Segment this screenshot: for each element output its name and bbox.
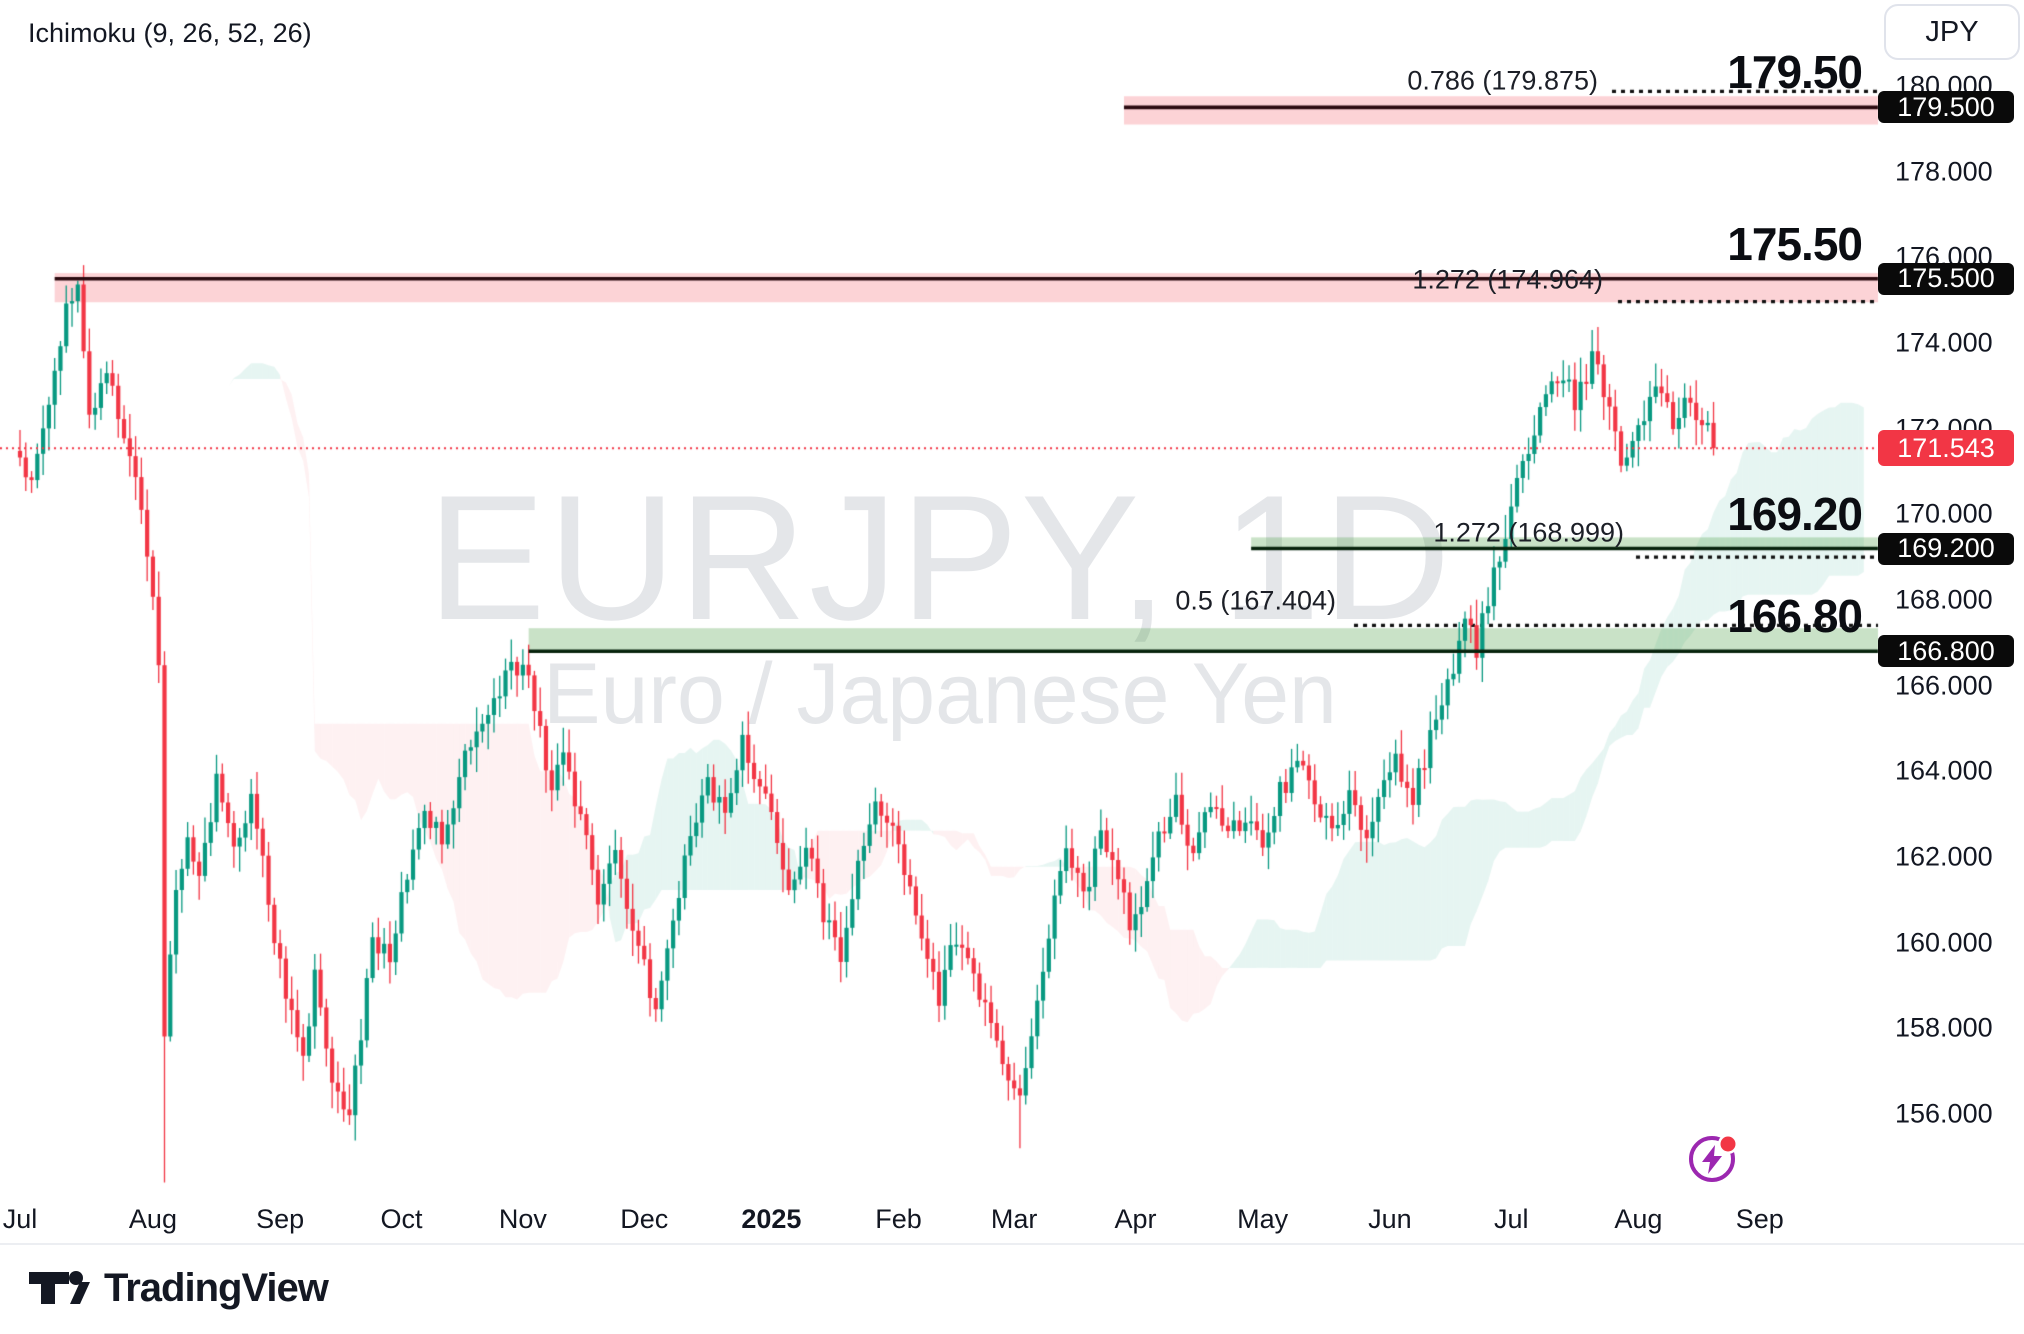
- time-axis-label: Sep: [256, 1204, 305, 1234]
- time-axis-label: Jul: [1493, 1204, 1529, 1234]
- zone-price-badge: 179.500: [1878, 91, 2014, 124]
- price-axis-label: 164.000: [1895, 755, 1993, 786]
- time-axis-label: Jul: [2, 1204, 38, 1234]
- price-axis-label: 160.000: [1895, 927, 1993, 958]
- time-axis-label: Jun: [1368, 1204, 1412, 1234]
- fib-level-label: 1.272 (168.999): [1433, 517, 1624, 548]
- time-axis-label: Mar: [990, 1204, 1038, 1234]
- fib-level-label: 0.786 (179.875): [1407, 65, 1598, 96]
- price-axis-label: 166.000: [1895, 670, 1993, 701]
- fib-level-label: 0.5 (167.404): [1175, 585, 1336, 616]
- time-axis-label: Apr: [1114, 1204, 1157, 1234]
- tradingview-logo[interactable]: TradingView: [28, 1264, 329, 1312]
- time-axis-label: 2025: [741, 1204, 802, 1234]
- price-axis-label: 162.000: [1895, 841, 1993, 872]
- price-axis-label: 156.000: [1895, 1098, 1993, 1129]
- zone-price-label: 169.20: [1727, 487, 1863, 540]
- zone-price-label: 166.80: [1727, 590, 1863, 643]
- current-price-badge: 171.543: [1878, 430, 2014, 467]
- zone-price-label: 175.50: [1727, 217, 1863, 270]
- zone-price-label: 179.50: [1727, 46, 1863, 99]
- price-axis-label: 170.000: [1895, 498, 1993, 529]
- time-axis-label: Nov: [498, 1204, 547, 1234]
- zone-price-badge: 169.200: [1878, 532, 2014, 565]
- price-axis-label: 158.000: [1895, 1012, 1993, 1043]
- time-axis-label: Oct: [380, 1204, 423, 1234]
- time-axis-label: Sep: [1735, 1204, 1784, 1234]
- zone-price-badge: 166.800: [1878, 635, 2014, 668]
- time-axis-label: Dec: [620, 1204, 669, 1234]
- time-axis-label: Feb: [875, 1204, 922, 1234]
- time-axis-label: Aug: [1614, 1204, 1663, 1234]
- lightning-alert-icon[interactable]: [1686, 1131, 1742, 1187]
- axis-separator: [0, 1243, 2024, 1245]
- tradingview-logo-text: TradingView: [104, 1265, 329, 1310]
- price-axis-label: 168.000: [1895, 584, 1993, 615]
- currency-unit-button[interactable]: JPY: [1884, 4, 2020, 60]
- fib-level-label: 1.272 (174.964): [1412, 264, 1603, 295]
- zone-price-badge: 175.500: [1878, 262, 2014, 295]
- time-axis-label: May: [1237, 1204, 1289, 1234]
- time-axis-label: Aug: [128, 1204, 177, 1234]
- price-axis-label: 178.000: [1895, 156, 1993, 187]
- indicator-legend[interactable]: Ichimoku (9, 26, 52, 26): [28, 18, 312, 48]
- tradingview-mark-icon: [29, 1271, 90, 1304]
- price-axis-label: 174.000: [1895, 327, 1993, 358]
